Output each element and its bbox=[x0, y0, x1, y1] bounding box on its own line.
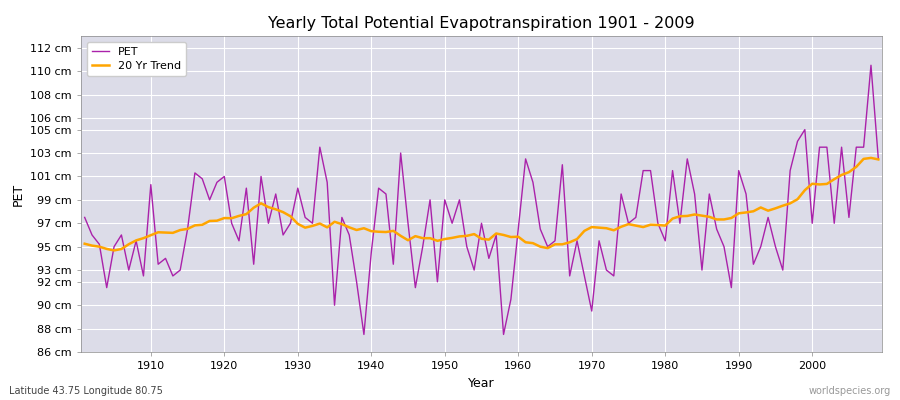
PET bbox=[344, 232, 355, 237]
PET bbox=[866, 63, 877, 68]
20 Yr Trend bbox=[109, 248, 120, 253]
20 Yr Trend bbox=[79, 241, 90, 246]
20 Yr Trend bbox=[146, 233, 157, 238]
PET bbox=[358, 332, 369, 337]
Text: Latitude 43.75 Longitude 80.75: Latitude 43.75 Longitude 80.75 bbox=[9, 386, 163, 396]
20 Yr Trend bbox=[351, 228, 362, 232]
PET bbox=[138, 274, 148, 278]
PET bbox=[300, 215, 310, 220]
20 Yr Trend bbox=[608, 228, 619, 233]
PET bbox=[513, 227, 524, 232]
Line: 20 Yr Trend: 20 Yr Trend bbox=[85, 158, 878, 250]
20 Yr Trend bbox=[866, 156, 877, 160]
Text: worldspecies.org: worldspecies.org bbox=[809, 386, 891, 396]
Y-axis label: PET: PET bbox=[12, 182, 25, 206]
20 Yr Trend bbox=[873, 157, 884, 162]
PET bbox=[873, 156, 884, 161]
Title: Yearly Total Potential Evapotranspiration 1901 - 2009: Yearly Total Potential Evapotranspiratio… bbox=[268, 16, 695, 31]
X-axis label: Year: Year bbox=[468, 376, 495, 390]
Line: PET: PET bbox=[85, 65, 878, 334]
20 Yr Trend bbox=[513, 234, 524, 239]
20 Yr Trend bbox=[307, 224, 318, 228]
PET bbox=[520, 156, 531, 161]
Legend: PET, 20 Yr Trend: PET, 20 Yr Trend bbox=[86, 42, 186, 76]
PET bbox=[608, 274, 619, 278]
PET bbox=[79, 215, 90, 220]
20 Yr Trend bbox=[520, 240, 531, 245]
